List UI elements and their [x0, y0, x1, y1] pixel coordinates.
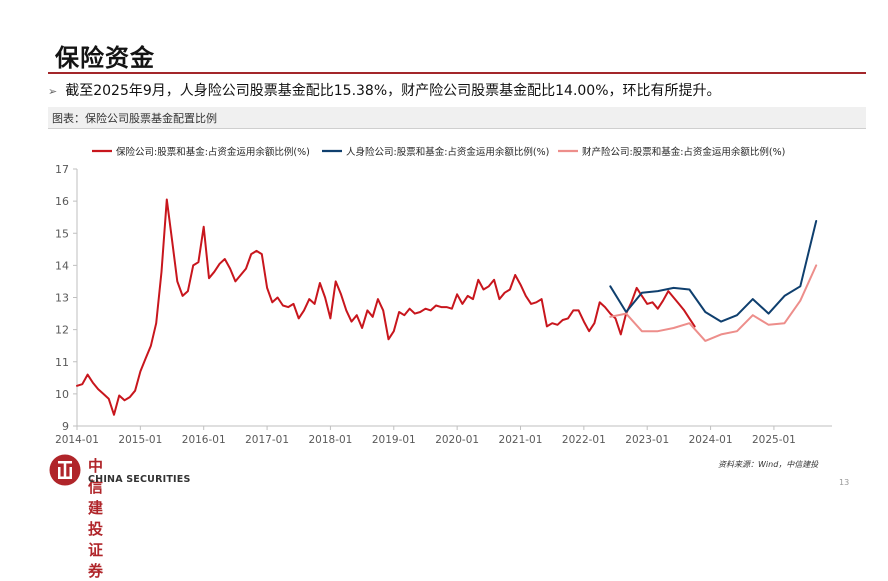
x-tick-label: 2015-01: [118, 434, 162, 446]
x-tick-label: 2017-01: [245, 434, 289, 446]
bullet-arrow-icon: ➢: [48, 85, 58, 98]
y-tick-label: 12: [55, 324, 69, 337]
source-note: 资料来源：Wind，中信建投: [718, 460, 819, 469]
y-tick-label: 13: [55, 292, 69, 305]
y-tick-label: 14: [55, 259, 69, 272]
x-tick-label: 2016-01: [182, 434, 226, 446]
x-tick-label: 2021-01: [499, 434, 543, 446]
figure-caption: 图表：保险公司股票基金配置比例: [52, 112, 217, 125]
series-line-3: [609, 264, 818, 342]
citic-logo-icon: [49, 454, 81, 486]
line-chart: 9 10 11 12 13 14 15 16 17 2014-01 2015-01 2016-01 20…: [55, 146, 832, 446]
logo-english-name: CHINA SECURITIES: [88, 474, 191, 485]
y-tick-label: 10: [55, 388, 69, 401]
summary-text: 截至2025年9月，人身险公司股票基金配比15.38%，财产险公司股票基金配比1…: [65, 83, 721, 99]
figure-caption-bar: 图表：保险公司股票基金配置比例: [48, 107, 866, 129]
x-tick-label: 2014-01: [55, 434, 99, 446]
x-tick-label: 2024-01: [689, 434, 733, 446]
x-tick-label: 2023-01: [625, 434, 669, 446]
y-tick-label: 17: [55, 163, 69, 176]
legend-label-2: 人身险公司:股票和基金:占资金运用余额比例(%): [346, 146, 549, 158]
page-number: 13: [839, 478, 850, 487]
x-tick-label: 2020-01: [435, 434, 479, 446]
x-tick-label: 2022-01: [562, 434, 606, 446]
page-title: 保险资金: [55, 44, 155, 72]
y-tick-label: 9: [62, 420, 69, 433]
series-line-1: [76, 198, 696, 416]
x-tick-label: 2019-01: [372, 434, 416, 446]
x-tick-label: 2025-01: [752, 434, 796, 446]
title-rule: [48, 72, 866, 74]
series-line-2: [609, 220, 818, 323]
y-tick-label: 16: [55, 195, 69, 208]
y-tick-label: 15: [55, 227, 69, 240]
x-tick-label: 2018-01: [308, 434, 352, 446]
y-tick-label: 11: [55, 356, 69, 369]
summary-bullet: ➢ 截至2025年9月，人身险公司股票基金配比15.38%，财产险公司股票基金配比…: [48, 80, 878, 100]
legend-label-1: 保险公司:股票和基金:占资金运用余额比例(%): [116, 146, 310, 158]
company-logo: 中信建投证券 CHINA SECURITIES: [48, 453, 190, 580]
legend-label-3: 财产险公司:股票和基金:占资金运用余额比例(%): [582, 146, 785, 158]
